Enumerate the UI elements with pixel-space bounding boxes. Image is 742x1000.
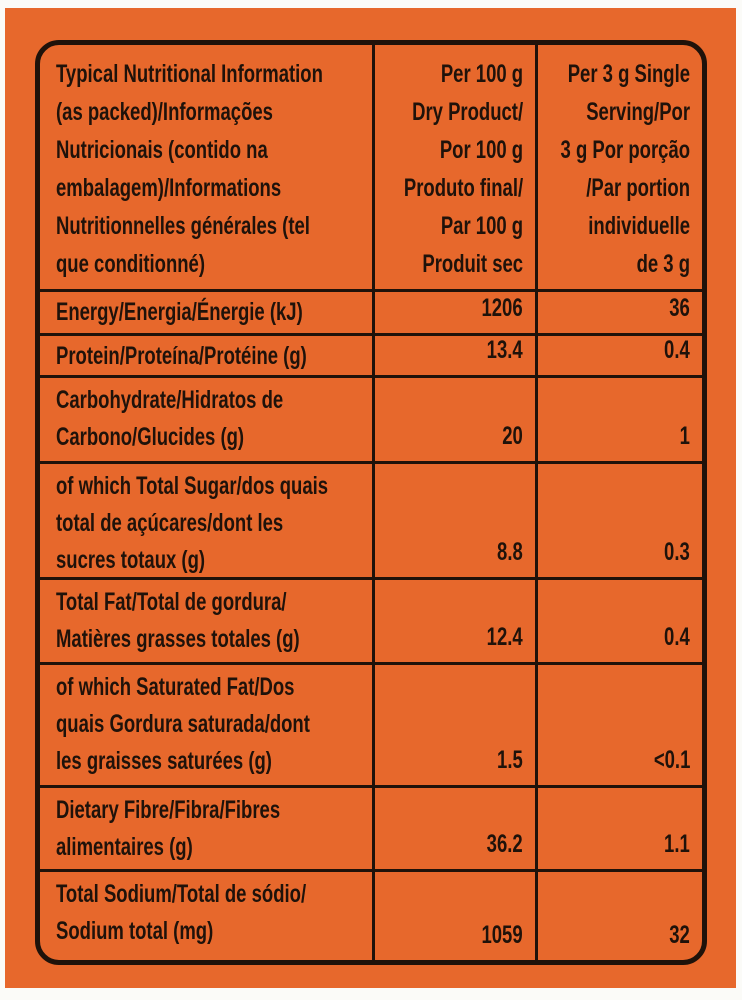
- value-per-serving: 0.4: [664, 623, 690, 651]
- table-row-total-sugar-per-100g: 8.8: [372, 461, 535, 577]
- nutrient-name: Protein/Proteína/Protéine (g): [56, 342, 307, 370]
- header-nutrient-column: Typical Nutritional Information (as pack…: [40, 45, 372, 289]
- table-row-total-sugar-per-serving: 0.3: [535, 461, 702, 577]
- value-per-100g: 1.5: [497, 746, 523, 774]
- table-row-saturated-fat-per-100g: 1.5: [372, 662, 535, 785]
- value-per-serving: 1: [679, 422, 690, 450]
- table-row-protein-per-100g: 13.4: [372, 333, 535, 375]
- value-per-serving: <0.1: [653, 746, 690, 774]
- table-row-dietary-fibre-per-100g: 36.2: [372, 785, 535, 869]
- value-per-100g: 12.4: [486, 623, 523, 651]
- table-row-total-fat-per-100g: 12.4: [372, 577, 535, 662]
- value-per-serving: 0.4: [664, 336, 690, 364]
- table-row-carbohydrate-per-100g: 20: [372, 375, 535, 461]
- nutrient-name: Total Sodium/Total de sódio/ Sodium tota…: [56, 880, 307, 945]
- table-row-energy-per-100g: 1206: [372, 289, 535, 333]
- value-per-100g: 36.2: [486, 830, 523, 858]
- header-per-100g-column: Per 100 g Dry Product/ Por 100 g Produto…: [372, 45, 535, 289]
- package-label-background: [5, 8, 736, 988]
- table-row-energy-per-serving: 36: [535, 289, 702, 333]
- table-row-protein-per-serving: 0.4: [535, 333, 702, 375]
- nutrient-name: Energy/Energia/Énergie (kJ): [56, 298, 303, 326]
- value-per-100g: 20: [502, 422, 523, 450]
- table-row-sodium-per-100g: 1059: [372, 869, 535, 960]
- value-per-100g: 1206: [481, 294, 523, 322]
- table-row-carbohydrate-label: Carbohydrate/Hidratos de Carbono/Glucide…: [40, 375, 372, 461]
- table-row-energy-label: Energy/Energia/Énergie (kJ): [40, 289, 372, 333]
- nutrient-name: Total Fat/Total de gordura/ Matières gra…: [56, 588, 300, 653]
- table-row-total-fat-per-serving: 0.4: [535, 577, 702, 662]
- table-row-total-fat-label: Total Fat/Total de gordura/ Matières gra…: [40, 577, 372, 662]
- nutrient-name: Dietary Fibre/Fibra/Fibres alimentaires …: [56, 796, 281, 861]
- value-per-100g: 8.8: [497, 538, 523, 566]
- value-per-serving: 32: [669, 921, 690, 949]
- header-nutrient-text: Typical Nutritional Information (as pack…: [56, 60, 323, 278]
- value-per-100g: 1059: [481, 921, 523, 949]
- nutrient-name: of which Saturated Fat/Dos quais Gordura…: [56, 673, 310, 775]
- table-row-carbohydrate-per-serving: 1: [535, 375, 702, 461]
- table-row-saturated-fat-per-serving: <0.1: [535, 662, 702, 785]
- nutrient-name: Carbohydrate/Hidratos de Carbono/Glucide…: [56, 386, 284, 451]
- value-per-serving: 0.3: [664, 538, 690, 566]
- table-row-dietary-fibre-per-serving: 1.1: [535, 785, 702, 869]
- table-row-protein-label: Protein/Proteína/Protéine (g): [40, 333, 372, 375]
- value-per-100g: 13.4: [486, 336, 523, 364]
- table-row-sodium-per-serving: 32: [535, 869, 702, 960]
- header-per-serving-text: Per 3 g Single Serving/Por 3 g Por porçã…: [560, 60, 690, 278]
- nutrient-name: of which Total Sugar/dos quais total de …: [56, 472, 329, 574]
- table-row-dietary-fibre-label: Dietary Fibre/Fibra/Fibres alimentaires …: [40, 785, 372, 869]
- header-per-100g-text: Per 100 g Dry Product/ Por 100 g Produto…: [403, 60, 523, 278]
- nutrition-table: Typical Nutritional Information (as pack…: [35, 40, 707, 965]
- value-per-serving: 36: [669, 294, 690, 322]
- table-row-total-sugar-label: of which Total Sugar/dos quais total de …: [40, 461, 372, 577]
- value-per-serving: 1.1: [664, 830, 690, 858]
- header-per-serving-column: Per 3 g Single Serving/Por 3 g Por porçã…: [535, 45, 702, 289]
- table-row-saturated-fat-label: of which Saturated Fat/Dos quais Gordura…: [40, 662, 372, 785]
- table-row-sodium-label: Total Sodium/Total de sódio/ Sodium tota…: [40, 869, 372, 960]
